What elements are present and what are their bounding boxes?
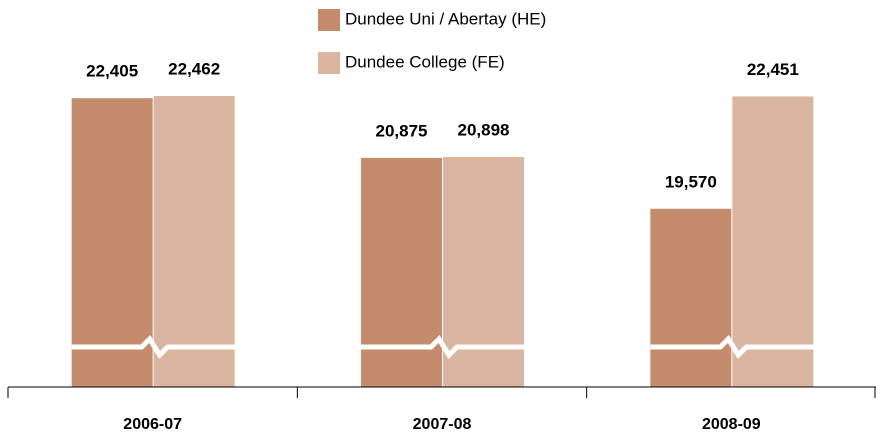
x-tick-label: 2008-09 bbox=[702, 416, 761, 433]
value-label: 22,462 bbox=[168, 59, 220, 78]
value-label: 22,405 bbox=[86, 62, 138, 81]
legend-swatch bbox=[318, 9, 340, 31]
bar bbox=[153, 95, 235, 388]
axis-break bbox=[71, 335, 235, 359]
x-tick-label: 2006-07 bbox=[123, 416, 182, 433]
legend-swatch bbox=[318, 52, 340, 74]
bar bbox=[443, 156, 524, 387]
value-label: 20,875 bbox=[376, 121, 428, 140]
value-label: 20,898 bbox=[458, 120, 510, 139]
bar bbox=[650, 208, 732, 387]
x-tick-label: 2007-08 bbox=[413, 416, 472, 433]
legend-label: Dundee College (FE) bbox=[345, 52, 505, 71]
value-label: 22,451 bbox=[747, 60, 799, 79]
bar bbox=[732, 96, 814, 387]
value-label: 19,570 bbox=[665, 172, 717, 191]
bar bbox=[71, 98, 153, 387]
axis-break bbox=[650, 335, 814, 359]
legend-label: Dundee Uni / Abertay (HE) bbox=[345, 9, 546, 28]
bar bbox=[361, 157, 442, 387]
axis-break bbox=[361, 335, 524, 359]
